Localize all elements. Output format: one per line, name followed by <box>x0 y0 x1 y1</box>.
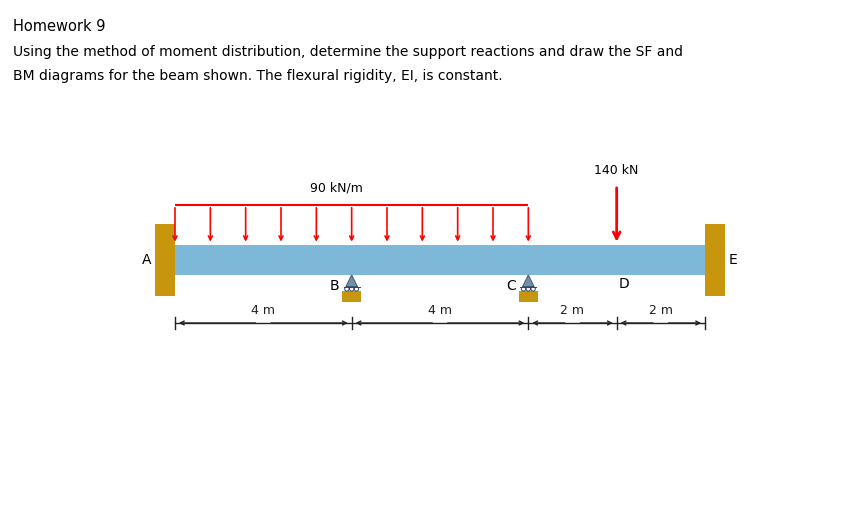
Text: Homework 9: Homework 9 <box>13 19 105 34</box>
Circle shape <box>345 287 349 291</box>
Text: 2 m: 2 m <box>560 304 584 317</box>
Circle shape <box>521 287 526 291</box>
Bar <box>175 245 705 275</box>
Circle shape <box>354 287 358 291</box>
Text: A: A <box>141 253 151 267</box>
Text: 90 kN/m: 90 kN/m <box>310 182 363 195</box>
Text: E: E <box>729 253 738 267</box>
Circle shape <box>531 287 536 291</box>
Text: 140 kN: 140 kN <box>595 164 639 177</box>
Polygon shape <box>522 275 534 286</box>
Bar <box>342 291 361 302</box>
Text: B: B <box>330 279 340 293</box>
Polygon shape <box>346 275 357 286</box>
Text: BM diagrams for the beam shown. The flexural rigidity, EI, is constant.: BM diagrams for the beam shown. The flex… <box>13 69 503 83</box>
Text: 4 m: 4 m <box>428 304 452 317</box>
Text: 4 m: 4 m <box>251 304 275 317</box>
Text: 2 m: 2 m <box>649 304 673 317</box>
Circle shape <box>350 287 354 291</box>
Bar <box>155 224 175 296</box>
Bar <box>705 224 725 296</box>
Bar <box>519 291 538 302</box>
Text: C: C <box>506 279 516 293</box>
Text: Using the method of moment distribution, determine the support reactions and dra: Using the method of moment distribution,… <box>13 45 683 59</box>
Circle shape <box>526 287 531 291</box>
Text: D: D <box>619 277 629 291</box>
